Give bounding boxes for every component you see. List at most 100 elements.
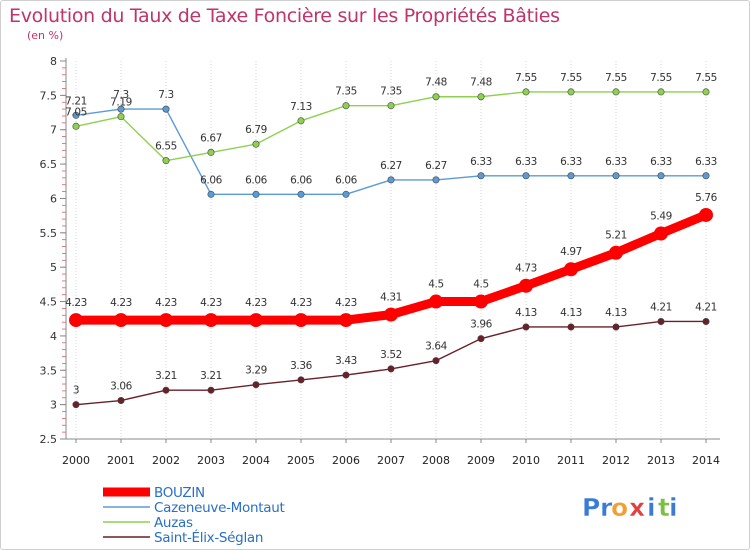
- data-label: 7.21: [65, 95, 87, 107]
- data-label: 3.96: [470, 319, 492, 331]
- data-label: 7.55: [650, 72, 672, 84]
- data-label: 4.23: [110, 297, 132, 309]
- data-point: [522, 88, 530, 96]
- data-label: 6.27: [425, 160, 447, 172]
- y-tick-label: 5.5: [40, 227, 58, 240]
- chart-title: Evolution du Taux de Taxe Foncière sur l…: [9, 5, 560, 27]
- legend-label: Saint-Élix-Séglan: [154, 529, 263, 546]
- data-point: [339, 313, 353, 328]
- data-point: [252, 381, 260, 389]
- x-tick-label: 2010: [512, 454, 540, 467]
- data-label: 4.23: [200, 297, 222, 309]
- data-point: [522, 172, 530, 180]
- data-point: [657, 172, 665, 180]
- data-point: [72, 401, 80, 409]
- x-tick-label: 2009: [467, 454, 495, 467]
- data-label: 7.55: [695, 72, 717, 84]
- data-point: [612, 88, 620, 96]
- data-label: 3.43: [335, 355, 357, 367]
- x-tick-label: 2003: [197, 454, 225, 467]
- y-tick-label: 6: [50, 192, 57, 205]
- data-label: 6.06: [290, 174, 312, 186]
- data-label: 6.06: [335, 174, 357, 186]
- data-point: [207, 386, 215, 394]
- logo-letter: o: [611, 493, 628, 522]
- x-tick-label: 2000: [62, 454, 90, 467]
- data-point: [387, 102, 395, 110]
- data-label: 3: [73, 385, 79, 397]
- x-tick-label: 2011: [557, 454, 585, 467]
- data-point: [162, 386, 170, 394]
- data-point: [612, 323, 620, 331]
- y-tick-label: 2.5: [40, 433, 58, 446]
- y-tick-label: 8: [50, 55, 57, 68]
- data-label: 4.13: [605, 307, 627, 319]
- data-point: [342, 102, 350, 110]
- data-label: 4.5: [473, 279, 489, 291]
- data-point: [567, 323, 575, 331]
- data-label: 7.19: [110, 97, 132, 109]
- legend-label: Auzas: [154, 515, 193, 531]
- logo-letter: t: [658, 493, 670, 522]
- data-point: [294, 313, 308, 328]
- data-point: [432, 176, 440, 184]
- x-tick-label: 2002: [152, 454, 180, 467]
- data-point: [72, 111, 80, 119]
- data-point: [117, 105, 125, 113]
- data-label: 6.33: [560, 156, 582, 168]
- data-point: [432, 93, 440, 101]
- data-point: [477, 172, 485, 180]
- data-label: 6.06: [200, 174, 222, 186]
- data-point: [699, 207, 713, 222]
- data-point: [204, 313, 218, 328]
- data-point: [612, 172, 620, 180]
- data-label: 4.13: [515, 307, 537, 319]
- data-label: 7.48: [425, 77, 447, 89]
- data-point: [252, 140, 260, 148]
- data-point: [387, 365, 395, 373]
- data-label: 7.55: [515, 72, 537, 84]
- logo-letter: r: [600, 493, 613, 522]
- logo-letter: P: [582, 493, 600, 522]
- data-point: [342, 190, 350, 198]
- y-tick-label: 7.5: [40, 89, 58, 102]
- data-point: [72, 122, 80, 130]
- data-point: [522, 323, 530, 331]
- data-label: 3.64: [425, 341, 447, 353]
- data-label: 6.55: [155, 141, 177, 153]
- data-label: 7.48: [470, 77, 492, 89]
- data-point: [159, 313, 173, 328]
- y-tick-label: 4.5: [40, 296, 58, 309]
- data-label: 7.3: [113, 89, 129, 101]
- data-point: [702, 172, 710, 180]
- data-point: [564, 262, 578, 277]
- data-point: [702, 317, 710, 325]
- data-label: 4.21: [650, 301, 672, 313]
- x-tick-label: 2008: [422, 454, 450, 467]
- data-label: 5.76: [695, 192, 717, 204]
- x-tick-label: 2006: [332, 454, 360, 467]
- data-point: [654, 226, 668, 241]
- data-label: 3.52: [380, 349, 402, 361]
- data-label: 7.55: [605, 72, 627, 84]
- data-label: 7.35: [335, 86, 357, 98]
- data-label: 6.33: [470, 156, 492, 168]
- data-point: [567, 172, 575, 180]
- legend-label: BOUZIN: [154, 485, 205, 501]
- data-label: 4.21: [695, 301, 717, 313]
- data-point: [249, 313, 263, 328]
- data-label: 4.23: [290, 297, 312, 309]
- data-label: 3.29: [245, 365, 267, 377]
- data-label: 6.79: [245, 124, 267, 136]
- data-point: [519, 278, 533, 293]
- x-tick-label: 2007: [377, 454, 405, 467]
- x-tick-label: 2001: [107, 454, 135, 467]
- data-label: 3.06: [110, 381, 132, 393]
- y-tick-label: 6.5: [40, 158, 58, 171]
- data-point: [429, 294, 443, 309]
- data-point: [162, 105, 170, 113]
- data-point: [117, 113, 125, 121]
- data-label: 5.49: [650, 211, 672, 223]
